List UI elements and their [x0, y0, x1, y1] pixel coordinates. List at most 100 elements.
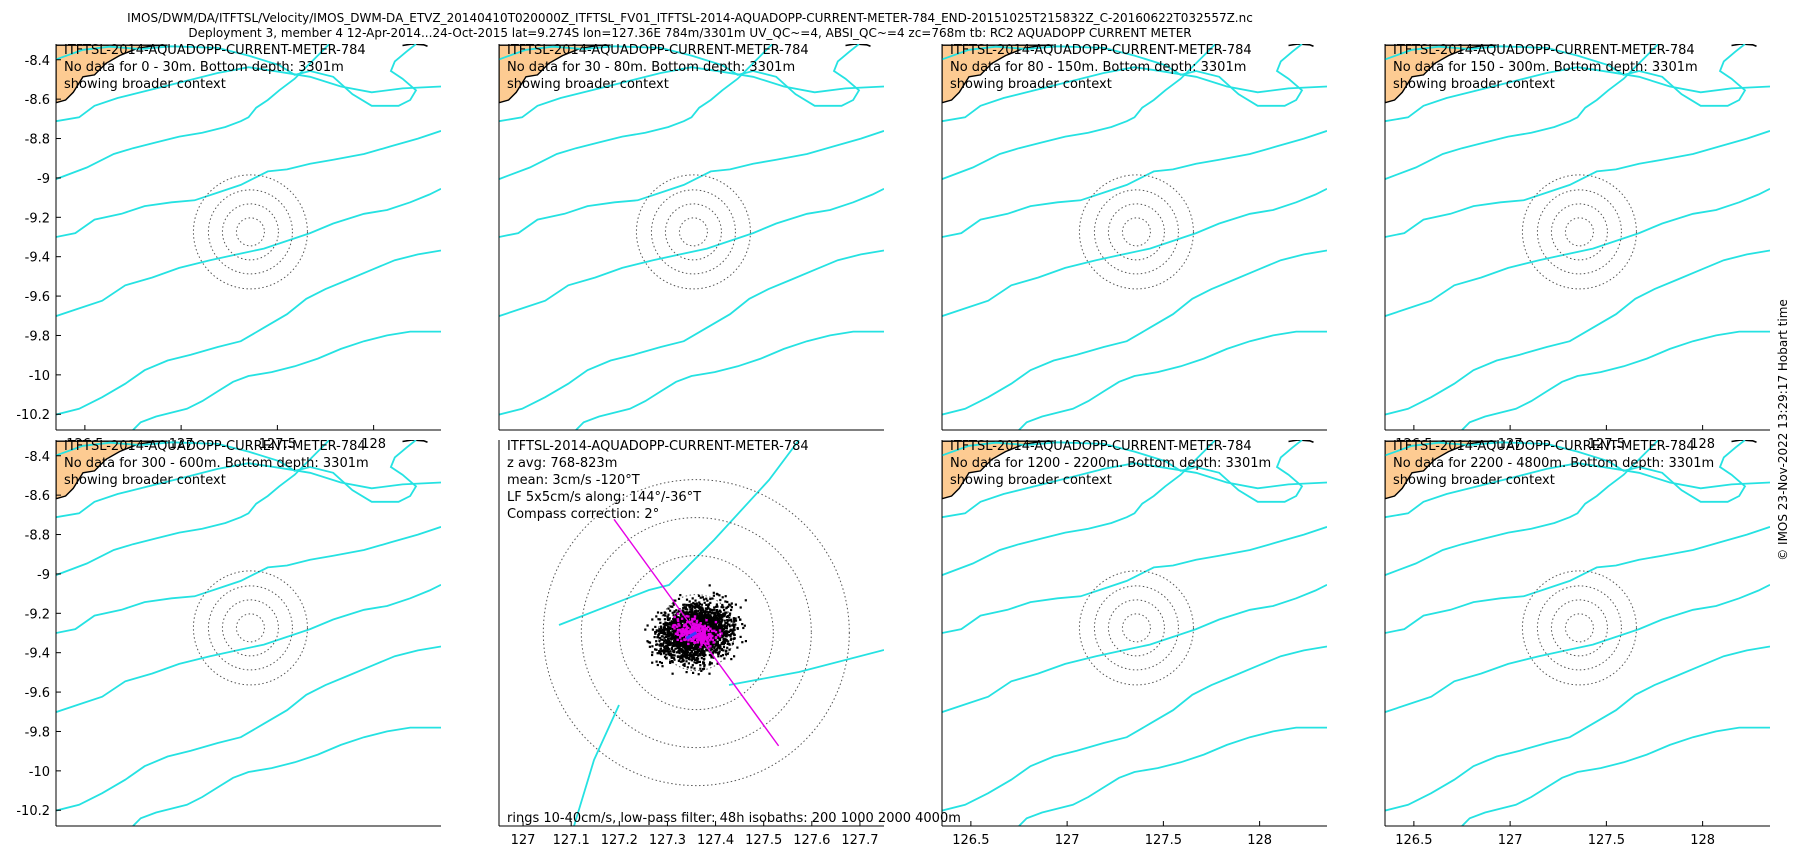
velocity-point [705, 629, 708, 632]
y-tick-label: -9 [37, 568, 50, 583]
velocity-point [725, 625, 728, 628]
lowpass-point [679, 636, 682, 639]
velocity-point [658, 652, 662, 655]
lowpass-point [707, 625, 710, 629]
velocity-point [741, 641, 744, 644]
lowpass-point [684, 629, 687, 633]
lowpass-point [700, 632, 704, 636]
velocity-point [730, 606, 733, 609]
velocity-point [672, 641, 675, 645]
panel-footer: rings 10-40cm/s, low-pass filter: 48h is… [507, 811, 961, 826]
velocity-point [675, 651, 678, 654]
velocity-point [679, 660, 682, 663]
lowpass-point [690, 628, 693, 631]
velocity-point [729, 635, 732, 638]
velocity-point [718, 594, 721, 597]
velocity-point [715, 603, 718, 606]
velocity-point [718, 612, 721, 615]
velocity-point [681, 656, 684, 659]
lowpass-point [687, 615, 690, 618]
speed-ring-3 [207, 585, 293, 671]
velocity-point [692, 671, 695, 674]
speed-ring-2 [1550, 203, 1608, 261]
velocity-point [690, 655, 694, 658]
velocity-point [724, 639, 727, 642]
velocity-point [654, 631, 657, 634]
velocity-point [651, 661, 654, 664]
velocity-point [667, 618, 671, 621]
velocity-point [729, 612, 732, 615]
velocity-point [689, 654, 692, 658]
velocity-point [697, 618, 700, 621]
lowpass-point [700, 643, 703, 646]
velocity-point [734, 619, 738, 622]
lowpass-point [708, 635, 712, 638]
velocity-point [693, 661, 696, 664]
panel-annotation-1: z avg: 768-823m [507, 456, 617, 471]
speed-ring-3 [1093, 585, 1179, 671]
velocity-point [664, 649, 667, 652]
velocity-point [704, 607, 707, 610]
velocity-point [679, 642, 682, 645]
velocity-point [730, 620, 733, 623]
speed-ring-1 [1564, 613, 1594, 643]
velocity-point [666, 634, 669, 637]
velocity-point [723, 627, 726, 630]
velocity-point [713, 646, 716, 649]
lowpass-point [704, 634, 707, 637]
velocity-point [695, 615, 698, 618]
velocity-point [676, 655, 679, 658]
velocity-point [737, 616, 740, 619]
velocity-point [715, 643, 719, 646]
lowpass-point [702, 633, 705, 637]
velocity-point [713, 626, 716, 629]
velocity-point [682, 645, 685, 649]
isobath-line-2 [942, 66, 1327, 123]
lowpass-point [687, 631, 690, 635]
velocity-point [721, 613, 725, 616]
lowpass-point [682, 633, 686, 636]
velocity-point [688, 647, 691, 650]
velocity-point [659, 636, 662, 640]
velocity-point [686, 611, 690, 614]
velocity-point [656, 652, 659, 655]
velocity-point [691, 597, 694, 600]
lowpass-point [696, 625, 700, 629]
panel-annotation-2: showing broader context [64, 77, 226, 92]
velocity-point [698, 641, 701, 644]
velocity-point [679, 623, 682, 626]
lowpass-point [710, 629, 714, 633]
velocity-point [719, 623, 722, 626]
velocity-point [655, 615, 658, 618]
velocity-point [664, 611, 667, 615]
velocity-point [714, 648, 717, 651]
mean-velocity-arrow [685, 631, 698, 640]
velocity-point [663, 640, 666, 643]
velocity-point [722, 606, 725, 609]
velocity-point [707, 606, 710, 610]
island-coast [845, 44, 871, 48]
velocity-point [669, 609, 672, 612]
velocity-point [676, 636, 679, 639]
velocity-point [665, 633, 668, 636]
velocity-point [702, 622, 705, 625]
velocity-point [663, 655, 667, 658]
velocity-point [693, 667, 696, 670]
velocity-point [690, 642, 693, 645]
lowpass-point [688, 620, 692, 624]
isobath-line-5 [942, 187, 1327, 317]
lowpass-point [700, 628, 703, 631]
panel-1: ITFTSL-2014-AQUADOPP-CURRENT-METER-784 No… [16, 43, 441, 452]
velocity-point [685, 653, 688, 656]
velocity-point [698, 649, 701, 652]
velocity-point [685, 671, 688, 674]
velocity-point [713, 632, 716, 635]
y-tick-label: -8.8 [25, 529, 50, 544]
velocity-point [728, 643, 731, 646]
velocity-point [723, 631, 726, 634]
velocity-point [714, 651, 718, 654]
lowpass-point [720, 632, 723, 635]
velocity-point [715, 623, 718, 626]
panel-2: ITFTSL-2014-AQUADOPP-CURRENT-METER-784 No… [498, 43, 884, 431]
